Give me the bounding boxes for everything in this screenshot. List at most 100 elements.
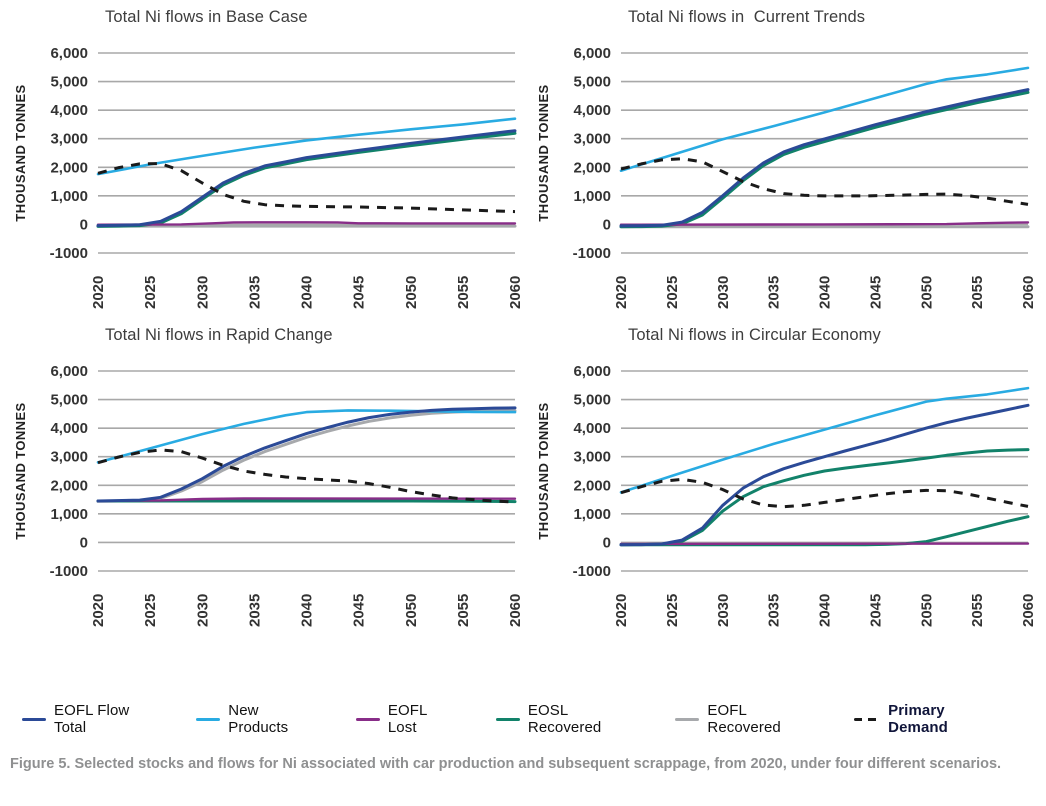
x-tick-label: 2045 — [351, 594, 368, 627]
y-tick-label: -1000 — [50, 563, 88, 580]
series-line-primary_demand — [97, 162, 516, 214]
y-tick-label: 3,000 — [50, 131, 88, 148]
chart-title: Total Ni flows in Base Case — [105, 8, 308, 26]
series-line-new_products — [619, 386, 1030, 494]
x-tick-label: 2055 — [969, 594, 986, 627]
x-tick-label: 2050 — [918, 594, 935, 627]
x-tick-label: 2035 — [766, 594, 783, 627]
legend-swatch-primary_demand — [854, 717, 881, 721]
y-tick-label: 4,000 — [573, 420, 611, 437]
legend-item-primary_demand: Primary Demand — [854, 702, 988, 736]
x-tick-label: 2055 — [455, 594, 472, 627]
chart-current-trends: Total Ni flows in Current Trends THOUSAN… — [531, 6, 1036, 320]
x-tick-label: 2045 — [867, 594, 884, 627]
series-line-eofl_flow_total — [619, 403, 1030, 547]
y-axis-label: THOUSAND TONNES — [536, 84, 551, 221]
y-tick-label: -1000 — [573, 563, 611, 580]
y-tick-label: 6,000 — [50, 363, 88, 380]
series-line-eofl_flow_total — [619, 88, 1030, 228]
y-tick-label: 2,000 — [573, 159, 611, 176]
x-tick-label: 2040 — [817, 594, 834, 627]
x-tick-label: 2020 — [613, 276, 630, 309]
chart-grid: Total Ni flows in Base Case THOUSAND TON… — [8, 6, 1038, 638]
y-tick-label: 1,000 — [50, 188, 88, 205]
x-tick-label: 2060 — [507, 276, 523, 309]
x-tick-label: 2040 — [299, 594, 316, 627]
x-tick-label: 2025 — [142, 594, 159, 627]
x-tick-label: 2045 — [867, 276, 884, 309]
y-axis-label: THOUSAND TONNES — [13, 402, 28, 539]
y-tick-label: 5,000 — [573, 74, 611, 91]
legend-label: EOFL Recovered — [707, 702, 781, 736]
series-line-primary_demand — [620, 157, 1029, 206]
y-axis-label: THOUSAND TONNES — [13, 84, 28, 221]
x-tick-label: 2020 — [613, 594, 630, 627]
legend-label: EOSL Recovered — [527, 702, 602, 736]
x-tick-label: 2035 — [246, 594, 263, 627]
x-tick-label: 2060 — [1020, 276, 1036, 309]
legend-swatch-eofl_flow_total — [22, 717, 46, 721]
chart-title: Total Ni flows in Current Trends — [628, 8, 866, 26]
series-line-new_products — [96, 409, 517, 464]
x-tick-label: 2060 — [507, 594, 523, 627]
y-tick-label: 5,000 — [573, 392, 611, 409]
x-tick-label: 2030 — [194, 276, 211, 309]
y-tick-label: -1000 — [50, 245, 88, 262]
chart-base-case: Total Ni flows in Base Case THOUSAND TON… — [8, 6, 531, 320]
chart-title: Total Ni flows in Rapid Change — [105, 326, 333, 344]
legend-swatch-new_products — [196, 717, 221, 721]
series-line-eofl_lost — [619, 221, 1030, 226]
x-tick-label: 2045 — [351, 276, 368, 309]
y-tick-label: 6,000 — [50, 45, 88, 62]
x-tick-label: 2030 — [715, 276, 732, 309]
legend: EOFL Flow Total New Products EOFL Lost EOSL… — [22, 702, 1038, 736]
figure-caption: Figure 5. Selected stocks and flows for … — [10, 756, 1002, 772]
chart-rapid-change: Total Ni flows in Rapid Change THOUSAND … — [8, 324, 531, 638]
y-tick-label: 4,000 — [50, 420, 88, 437]
x-tick-label: 2060 — [1020, 594, 1036, 627]
series-line-eosl_recovered — [96, 499, 517, 504]
chart-title: Total Ni flows in Circular Economy — [628, 326, 881, 344]
x-tick-label: 2030 — [194, 594, 211, 627]
y-tick-label: 2,000 — [50, 159, 88, 176]
y-tick-label: 1,000 — [50, 506, 88, 523]
y-tick-label: 5,000 — [50, 392, 88, 409]
y-tick-label: -1000 — [573, 245, 611, 262]
y-tick-label: 3,000 — [573, 131, 611, 148]
series-line-primary_demand — [620, 477, 1029, 509]
y-tick-label: 1,000 — [573, 506, 611, 523]
x-tick-label: 2040 — [299, 276, 316, 309]
series-line-new_products — [96, 117, 517, 176]
x-tick-label: 2055 — [455, 276, 472, 309]
x-tick-label: 2030 — [715, 594, 732, 627]
legend-swatch-eosl_recovered — [495, 717, 520, 721]
series-line-eofl_lost — [96, 221, 517, 226]
legend-swatch-eofl_recovered — [675, 717, 700, 721]
y-tick-label: 2,000 — [50, 477, 88, 494]
legend-label: EOFL Lost — [387, 702, 427, 736]
y-tick-label: 0 — [80, 534, 88, 551]
y-tick-label: 4,000 — [573, 102, 611, 119]
legend-item-eofl_flow_total: EOFL Flow Total — [22, 702, 146, 736]
legend-item-eofl_lost: EOFL Lost — [355, 702, 446, 736]
legend-item-new_products: New Products — [196, 702, 306, 736]
y-tick-label: 6,000 — [573, 363, 611, 380]
x-tick-label: 2055 — [969, 276, 986, 309]
x-tick-label: 2025 — [664, 276, 681, 309]
chart-circular-economy: Total Ni flows in Circular Economy THOUS… — [531, 324, 1036, 638]
y-tick-label: 0 — [80, 216, 88, 233]
y-tick-label: 0 — [603, 534, 611, 551]
x-tick-label: 2050 — [403, 594, 420, 627]
plot-circular-economy: THOUSAND TONNES 6,000 5,000 4,000 3,000 2,000… — [536, 363, 1036, 627]
legend-label: Primary Demand — [888, 702, 948, 736]
x-tick-label: 2020 — [90, 594, 107, 627]
legend-label: New Products — [228, 702, 289, 736]
x-tick-label: 2035 — [766, 276, 783, 309]
y-tick-label: 3,000 — [50, 449, 88, 466]
series-line-eofl_flow_total — [96, 129, 517, 228]
plot-rapid-change: THOUSAND TONNES 6,000 5,000 4,000 3,000 2,000… — [13, 363, 523, 627]
y-tick-label: 1,000 — [573, 188, 611, 205]
series-line-eosl_recovered — [96, 131, 517, 228]
x-tick-label: 2025 — [664, 594, 681, 627]
